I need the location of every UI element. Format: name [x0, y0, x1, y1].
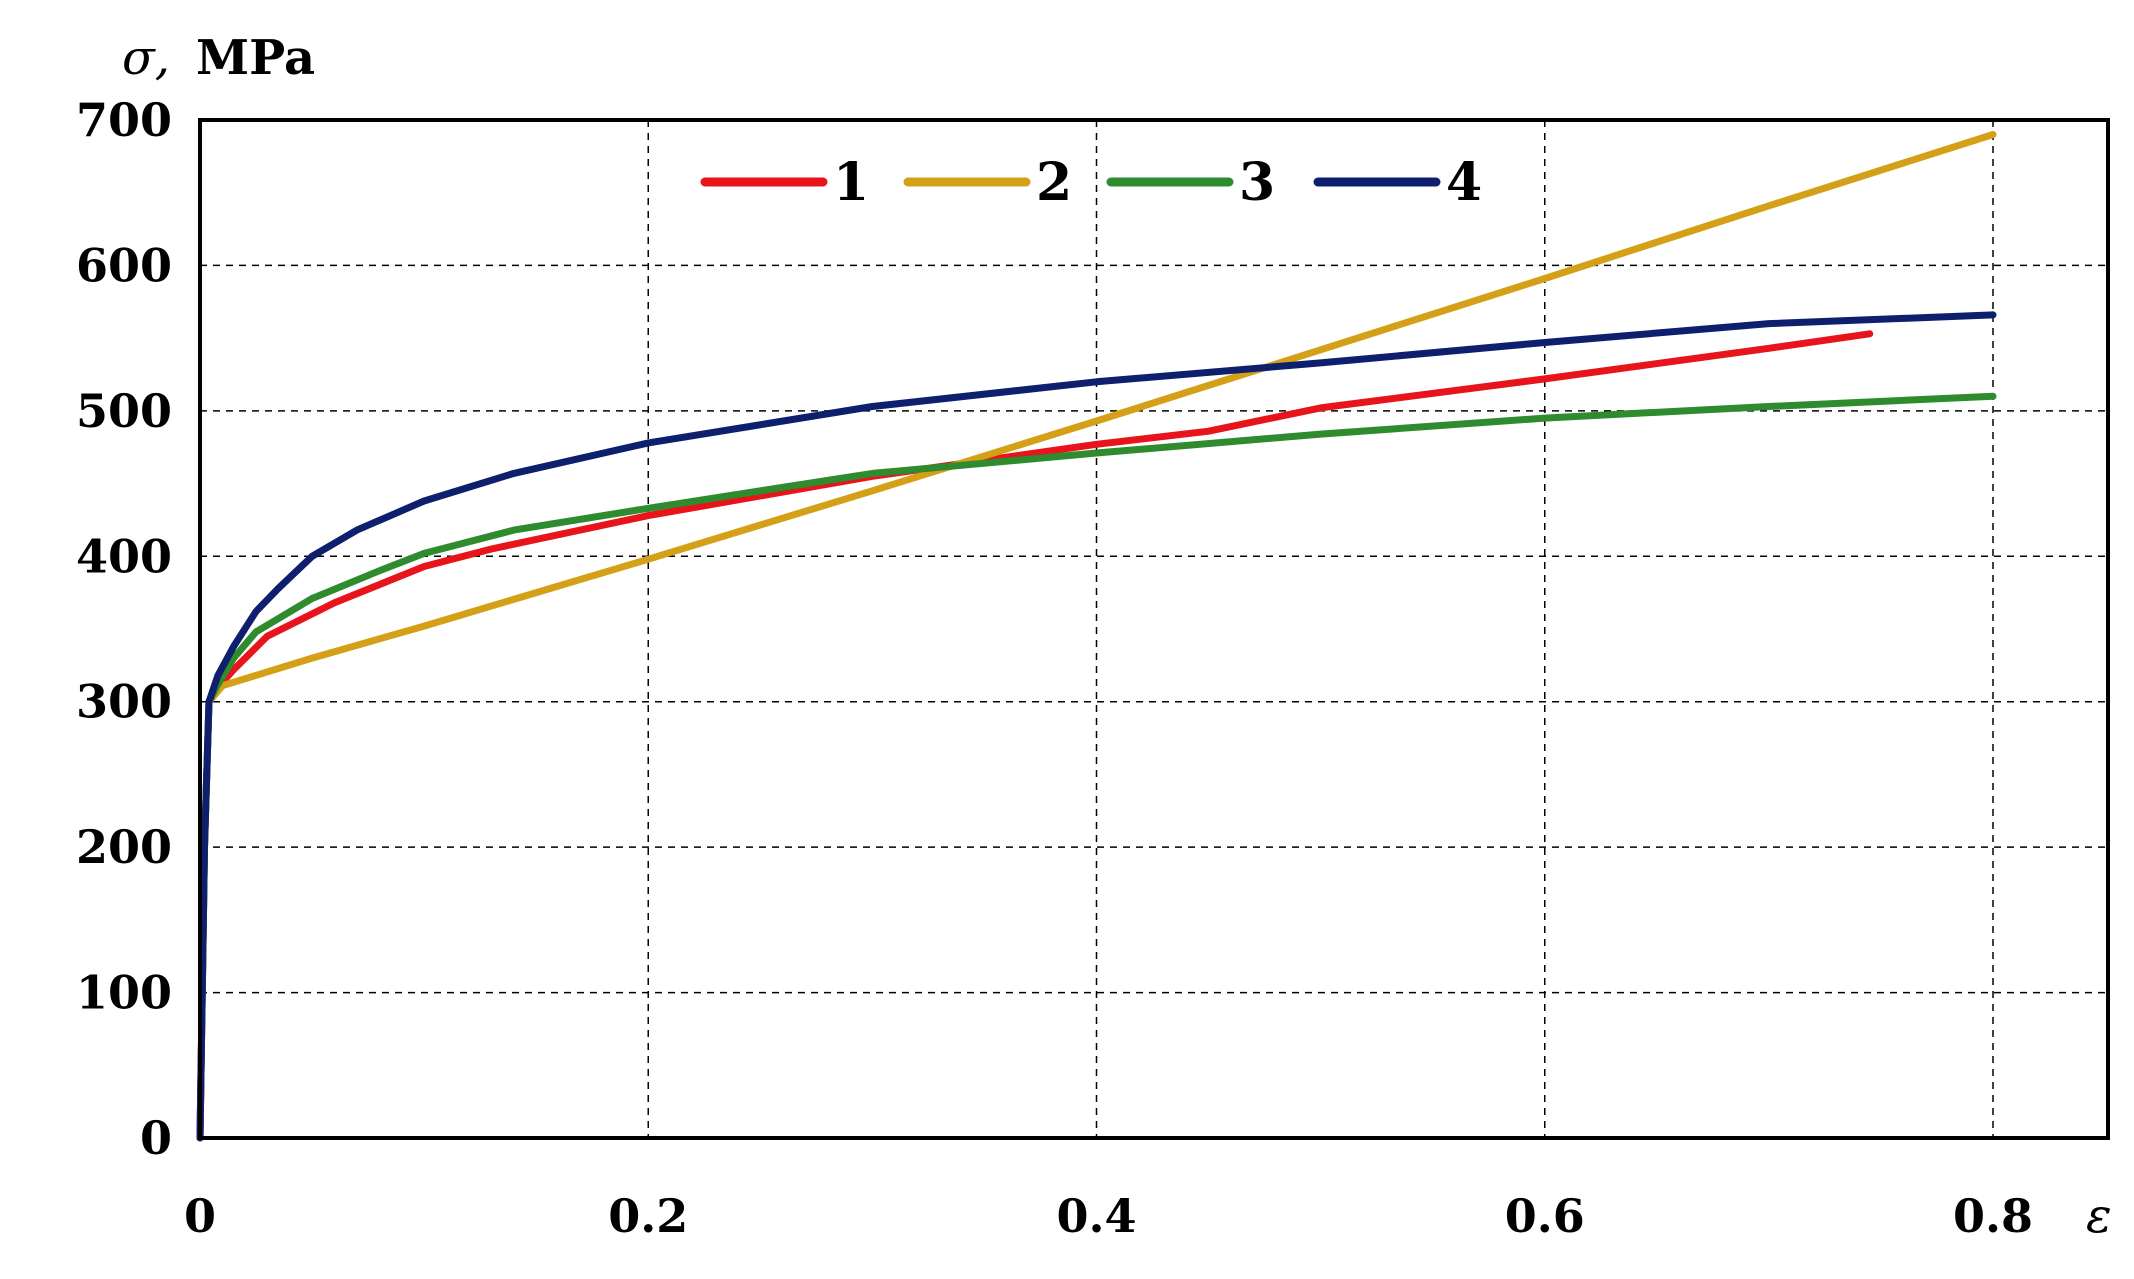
- grid: [200, 120, 2108, 1138]
- y-tick-label: 200: [76, 820, 172, 874]
- tick-labels: 0 100 200 300 400 500 600 700 0 0.2 0.4 0.6 0.8: [76, 93, 2033, 1243]
- y-tick-label: 0: [140, 1111, 172, 1165]
- x-tick-label: 0.6: [1505, 1189, 1585, 1243]
- x-tick-label: 0.2: [608, 1189, 688, 1243]
- series-group: [196, 131, 1997, 1142]
- y-tick-label: 400: [76, 529, 172, 583]
- x-tick-label: 0: [184, 1189, 216, 1243]
- x-tick-label: 0.8: [1953, 1189, 2033, 1243]
- legend: 1 2 3 4: [700, 152, 1482, 213]
- y-axis-title-symbol: σ,: [122, 30, 170, 86]
- y-tick-label: 300: [76, 675, 172, 729]
- y-tick-label: 600: [76, 238, 172, 292]
- x-tick-label: 0.4: [1056, 1189, 1136, 1243]
- legend-label-2: 2: [1036, 152, 1072, 213]
- x-axis-title: ε: [2086, 1188, 2112, 1244]
- y-tick-label: 700: [76, 93, 172, 147]
- legend-label-4: 4: [1446, 152, 1482, 213]
- y-tick-label: 500: [76, 384, 172, 438]
- plot-frame: [198, 118, 2110, 1140]
- legend-label-3: 3: [1239, 152, 1275, 213]
- legend-label-1: 1: [833, 152, 869, 213]
- y-axis-title-unit: MPa: [196, 30, 315, 86]
- series-line-4: [196, 311, 1997, 1142]
- y-tick-label: 100: [76, 966, 172, 1020]
